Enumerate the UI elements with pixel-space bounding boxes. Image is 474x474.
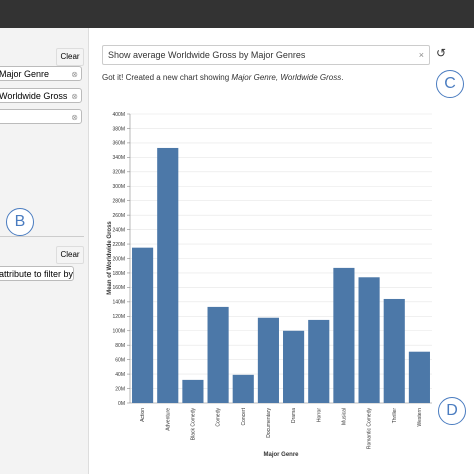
query-input[interactable]: Show average Worldwide Gross by Major Ge… [102,45,430,65]
x-tick-label: Comedy [216,408,222,427]
bar [358,277,380,403]
x-tick-label: Action [140,408,146,422]
x-tick-label: Western [417,408,423,427]
x-tick-label: Black Comedy [190,408,196,441]
y-tick-label: 160M [112,285,125,291]
x-tick-label: Adventure [165,408,171,431]
y-tick-label: 40M [115,372,125,378]
annotation-circle: D [438,397,466,425]
chip[interactable]: ⊗ [0,109,82,124]
message-emphasis: Major Genre, Worldwide Gross [231,73,342,82]
bar [283,330,305,403]
annotation-circle: C [436,70,464,98]
x-tick-label: Drama [291,408,297,423]
y-tick-label: 220M [112,242,125,248]
x-tick-label: Musical [341,408,347,425]
y-tick-label: 80M [115,343,125,349]
y-tick-label: 180M [112,271,125,277]
annotation-circle: B [6,208,34,236]
y-tick-label: 380M [112,126,125,132]
y-tick-label: 60M [115,357,125,363]
bar [157,147,179,403]
y-tick-label: 400M [112,112,125,118]
chip-remove[interactable]: ⊗ [71,92,78,101]
x-tick-label: Romantic Comedy [367,408,373,450]
divider [0,236,84,237]
bar [207,306,229,403]
filter-placeholder: attribute to filter by [0,269,74,279]
chip-label: Major Genre [0,69,50,79]
x-tick-label: Thriller [392,408,398,424]
top-bar [0,0,474,28]
refresh-icon[interactable]: ↺ [436,46,447,60]
bar [383,298,405,403]
query-text: Show average Worldwide Gross by Major Ge… [108,50,306,60]
y-tick-label: 0M [118,401,125,407]
chip-remove[interactable]: ⊗ [71,70,78,79]
bar [232,374,254,403]
bar [132,247,154,403]
y-tick-label: 240M [112,227,125,233]
bar [333,267,355,403]
x-axis-label: Major Genre [263,452,299,458]
y-tick-label: 260M [112,213,125,219]
y-tick-label: 100M [112,329,125,335]
y-tick-label: 300M [112,184,125,190]
message-text: . [341,73,344,82]
bar [308,319,330,403]
chip[interactable]: Worldwide Gross ⊗ [0,88,82,103]
chip[interactable]: Major Genre ⊗ [0,66,82,81]
y-tick-label: 360M [112,141,125,147]
x-tick-label: Documentary [266,408,272,438]
filter-input[interactable]: attribute to filter by [0,266,74,281]
x-tick-label: Horror [316,408,322,423]
clear-button[interactable]: Clear [56,48,84,66]
bar [408,351,430,403]
y-tick-label: 320M [112,170,125,176]
y-tick-label: 140M [112,300,125,306]
y-axis-label: Mean of Worldwide Gross [107,221,113,295]
left-panel: Clear Major Genre ⊗ Worldwide Gross ⊗ ⊗ B … [0,28,89,474]
bar [257,317,279,403]
chip-remove[interactable]: ⊗ [71,113,78,122]
message: Got it! Created a new chart showing Majo… [102,73,343,82]
y-tick-label: 340M [112,155,125,161]
y-tick-label: 120M [112,314,125,320]
y-tick-label: 20M [115,386,125,392]
x-tick-label: Concert [241,407,247,425]
y-tick-label: 200M [112,256,125,262]
clear-icon[interactable]: × [418,50,424,60]
bar [182,379,204,403]
clear-button[interactable]: Clear [56,246,84,264]
chip-label: Worldwide Gross [0,91,68,101]
y-tick-label: 280M [112,199,125,205]
message-text: Got it! Created a new chart showing [102,73,232,82]
